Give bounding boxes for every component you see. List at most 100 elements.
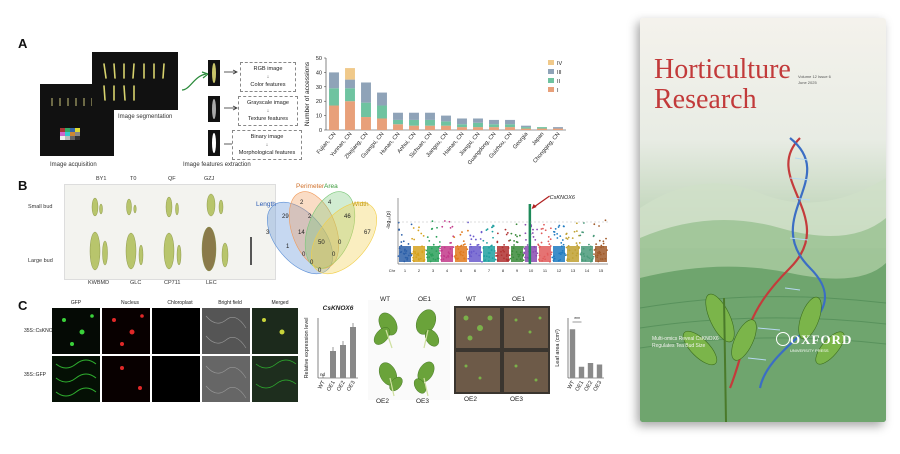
- snp-point: [505, 233, 508, 236]
- snp-point: [467, 221, 469, 224]
- bar-segment: [329, 105, 339, 130]
- tea-buds-graphic: [89, 193, 252, 272]
- bar-segment: [361, 82, 371, 103]
- bar-segment: [393, 119, 403, 125]
- x-tick-label: OE3: [346, 380, 357, 393]
- snp-point: [503, 243, 506, 246]
- bar-segment: [553, 127, 563, 129]
- snp-point: [595, 243, 598, 246]
- x-tick-label: OE1: [326, 380, 337, 393]
- snp-band: [581, 246, 593, 262]
- panel-c-label: C: [18, 298, 28, 313]
- snp-point: [402, 240, 405, 243]
- snp-point: [474, 238, 477, 241]
- chromosome-label: 10: [529, 268, 534, 273]
- down-arrow-icon: ↓: [265, 142, 269, 148]
- snp-band: [469, 246, 481, 262]
- snp-point: [578, 242, 581, 244]
- microscopy-grid: [52, 308, 298, 402]
- bud-photo-panel: [64, 184, 276, 280]
- snp-point: [462, 244, 465, 246]
- bar-segment: [537, 127, 547, 129]
- bar-segment: [393, 124, 403, 130]
- cultivar-gzj: GZJ: [204, 176, 215, 182]
- chromosome-label: 5: [460, 268, 463, 273]
- venn-area-set: [304, 191, 356, 269]
- snp-point: [562, 243, 565, 246]
- expression-bar-chart: CsKNOX6 Relative expression level WT OE1 OE2…: [304, 305, 358, 393]
- venn-count: 46: [344, 214, 351, 220]
- legend-swatch: [548, 60, 554, 65]
- segmented-leaves-graphic: [103, 63, 165, 101]
- snp-band: [483, 246, 495, 262]
- chart-title: CsKNOX6: [323, 305, 354, 312]
- snp-point: [515, 223, 518, 226]
- venn-count: 2: [300, 200, 304, 206]
- snp-point: [524, 223, 527, 226]
- bar-segment: [489, 124, 499, 128]
- pot-label-wt: WT: [466, 296, 477, 303]
- venn-length-label: Length: [256, 201, 276, 208]
- expression-bar: [350, 327, 356, 378]
- chromosome-label: 1: [404, 268, 407, 273]
- bar-segment: [521, 125, 531, 128]
- chromosome-label: 13: [571, 268, 576, 273]
- x-tick-label: OE2: [336, 380, 347, 393]
- snp-point: [562, 225, 565, 228]
- snp-point: [439, 247, 441, 250]
- snp-point: [547, 235, 550, 238]
- bar-segment: [441, 121, 451, 126]
- snp-point: [553, 233, 556, 236]
- snp-band: [497, 246, 509, 262]
- snp-point: [598, 225, 600, 227]
- plant-label-oe3: OE3: [416, 398, 430, 405]
- snp-point: [524, 232, 527, 235]
- cultivar-glc: GLC: [130, 280, 142, 286]
- grayscale-leaf-thumb: [208, 96, 220, 122]
- snp-point: [516, 235, 518, 238]
- snp-point: [496, 232, 499, 235]
- arrowhead-icon: [531, 204, 537, 209]
- snp-point: [558, 224, 561, 227]
- chromosome-label: 7: [488, 268, 491, 273]
- cultivar-cp711: CP711: [164, 280, 181, 286]
- snp-point: [513, 240, 515, 242]
- rgb-features-box: RGB image ↓ Color features: [240, 62, 296, 92]
- snp-point: [513, 244, 515, 246]
- snp-point: [439, 249, 441, 252]
- image-acquisition-label: Image acquisition: [50, 162, 97, 168]
- snp-point: [532, 236, 535, 238]
- cultivar-t0: T0: [130, 176, 137, 182]
- snp-point: [542, 227, 544, 230]
- venn-width-label: Width: [352, 201, 369, 208]
- image-segmentation-photo: [92, 52, 178, 110]
- snp-peak: [528, 204, 532, 264]
- venn-count: 4: [328, 200, 332, 206]
- snp-point: [417, 229, 420, 232]
- snp-point: [397, 255, 400, 258]
- bar-segment: [489, 127, 499, 130]
- image-features-label: Image features extraction: [183, 162, 251, 168]
- snp-point: [472, 235, 475, 238]
- bar-segment: [457, 127, 467, 130]
- bar-segment: [345, 79, 355, 89]
- snp-point: [544, 229, 547, 232]
- snp-point: [430, 228, 433, 230]
- y-tick-label: 10: [316, 114, 322, 120]
- legend-swatch: [548, 87, 554, 92]
- bar-segment: [377, 92, 387, 106]
- venn-count: 29: [282, 214, 289, 220]
- snp-point: [602, 240, 605, 243]
- col-gfp: GFP: [70, 300, 82, 306]
- snp-point: [479, 238, 482, 240]
- snp-point: [492, 225, 495, 227]
- snp-point: [449, 226, 452, 229]
- bar-segment: [553, 128, 563, 130]
- snp-point: [523, 247, 526, 250]
- venn-count: 0: [310, 260, 314, 266]
- cover-title-line2: Research: [654, 84, 757, 115]
- snp-point: [494, 258, 497, 261]
- snp-point: [604, 219, 607, 222]
- venn-count: 14: [298, 230, 305, 236]
